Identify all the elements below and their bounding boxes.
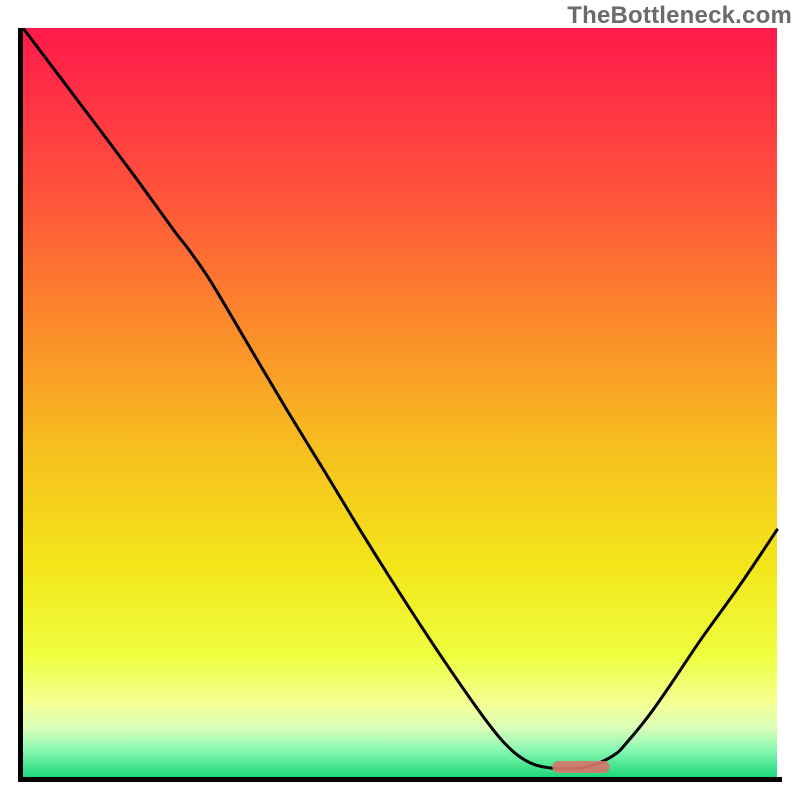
gradient-background <box>23 28 777 777</box>
optimal-range-marker <box>552 761 609 773</box>
bottleneck-chart <box>18 28 782 782</box>
watermark-text: TheBottleneck.com <box>567 2 792 30</box>
chart-frame: TheBottleneck.com <box>0 0 800 800</box>
plot-container <box>18 28 782 782</box>
